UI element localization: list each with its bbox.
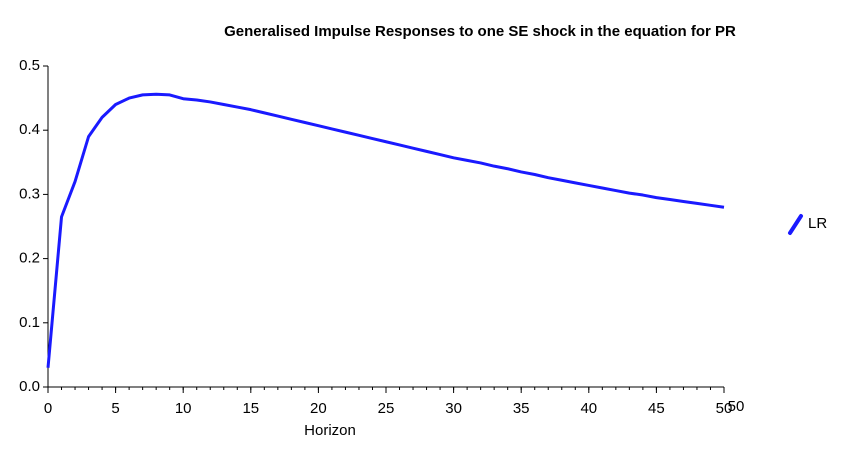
y-tick-label: 0.3 [19, 185, 40, 202]
x-tick-label: 50 [716, 400, 733, 417]
legend-label: LR [808, 215, 827, 232]
x-tick-label: 45 [648, 400, 665, 417]
x-tick-label: 5 [111, 400, 119, 417]
x-tick-label: 15 [242, 400, 259, 417]
y-tick-label: 0.1 [19, 314, 40, 331]
x-tick-label: 40 [580, 400, 597, 417]
line-series [46, 92, 725, 368]
x-tick-label: 10 [175, 400, 192, 417]
y-tick-label: 0.5 [19, 57, 40, 74]
legend-swatch [788, 214, 803, 235]
annotation: 50 [728, 398, 745, 415]
x-tick-label: 0 [44, 400, 52, 417]
y-tick-label: 0.2 [19, 250, 40, 267]
y-tick-label: 0.0 [19, 378, 40, 395]
x-tick-label: 35 [513, 400, 530, 417]
x-tick-label: 20 [310, 400, 327, 417]
x-tick-label: 25 [378, 400, 395, 417]
y-tick-label: 0.4 [19, 121, 40, 138]
x-axis-label: Horizon [304, 422, 356, 439]
x-tick-label: 30 [445, 400, 462, 417]
chart-title: Generalised Impulse Responses to one SE … [224, 23, 736, 40]
